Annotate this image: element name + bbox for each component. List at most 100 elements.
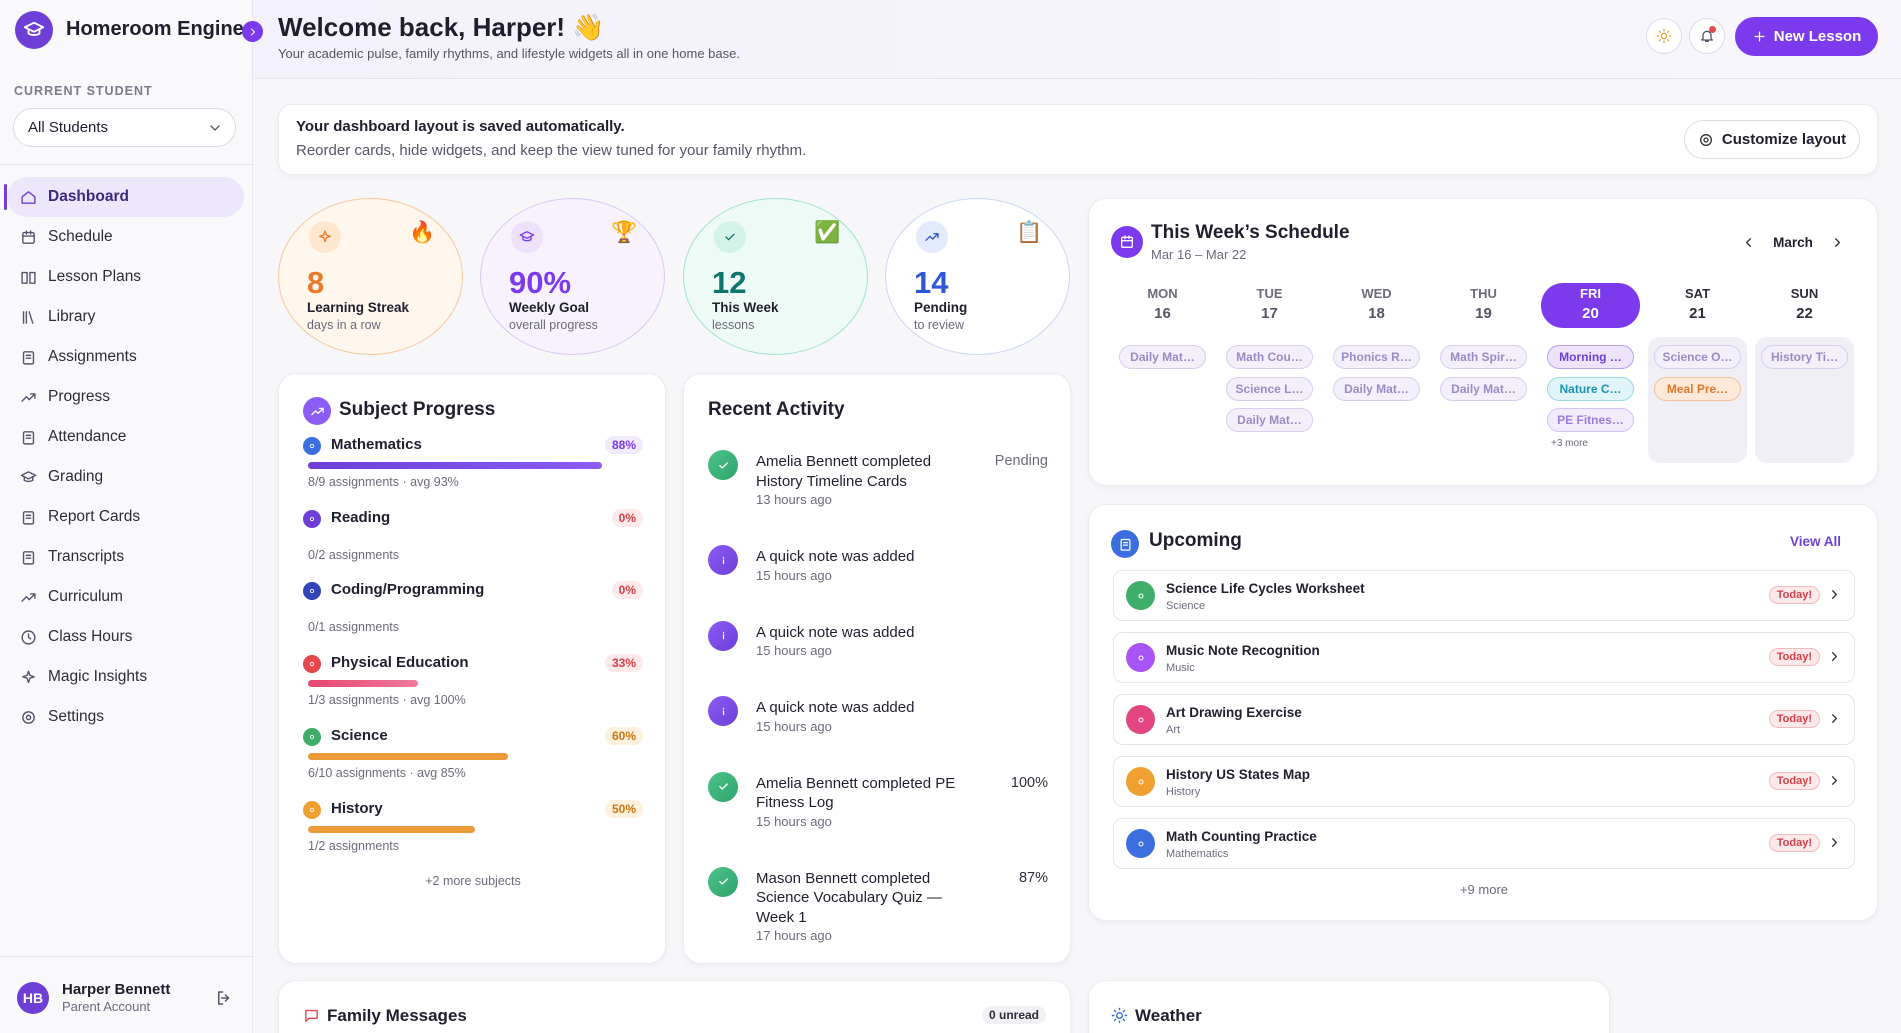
collapse-button[interactable] [242, 21, 263, 42]
icon-rect [22, 510, 35, 525]
logout-button[interactable] [215, 989, 233, 1012]
nav-item[interactable]: Report Cards [7, 497, 244, 537]
event-chip[interactable]: Math Spir… [1440, 345, 1527, 369]
icon-path [23, 21, 45, 33]
event-list: Math Spir… Daily Mat… [1440, 345, 1527, 401]
item-icon [1126, 767, 1155, 796]
upcoming-item[interactable]: History US States Map History Today! [1113, 756, 1855, 807]
upcoming-item[interactable]: Music Note Recognition Music Today! [1113, 632, 1855, 683]
stat-card: ✅ 12 This Week lessons [683, 198, 868, 355]
event-chip[interactable]: Meal Pre… [1654, 376, 1741, 401]
subject-detail: 1/3 assignments · avg 100% [308, 693, 466, 708]
icon-svg [309, 443, 315, 449]
theme-button[interactable] [1646, 18, 1682, 54]
icon-svg [22, 669, 35, 683]
customize-label: Customize layout [1721, 131, 1847, 148]
icon-circle [309, 589, 315, 594]
nav-item[interactable]: Settings [7, 697, 244, 737]
nav-item[interactable]: Grading [7, 457, 244, 497]
subject-row: Coding/Programming 0% 0/1 assignments [279, 579, 667, 639]
subject-name: Science [331, 726, 388, 744]
nav-item[interactable]: Attendance [7, 417, 244, 457]
student-select[interactable]: All Students [13, 108, 236, 147]
upcoming-item[interactable]: Math Counting Practice Mathematics Today! [1113, 818, 1855, 869]
icon-svg [1138, 655, 1143, 660]
icon-path [22, 229, 35, 237]
subject-name: Coding/Programming [331, 581, 485, 599]
subject-icon [303, 800, 321, 819]
day-column: THU 19 Math Spir… Daily Mat… [1434, 283, 1533, 465]
divider [0, 164, 252, 165]
event-chip[interactable]: Morning … [1547, 345, 1634, 369]
subject-icon [303, 437, 321, 455]
event-chip[interactable]: Daily Mat… [1440, 376, 1527, 401]
upcoming-item[interactable]: Science Life Cycles Worksheet Science Toda… [1113, 570, 1855, 621]
subject-name: History [331, 799, 383, 817]
prev-week[interactable] [1741, 235, 1756, 255]
activity-item: A quick note was added 15 hours ago [684, 696, 1072, 735]
icon-svg [1832, 652, 1837, 661]
page-title: Welcome back, Harper! 👋 [278, 12, 605, 42]
schedule-card: This Week’s Schedule Mar 16 – Mar 22 March… [1088, 198, 1878, 486]
nav-label: Class Hours [48, 628, 133, 645]
event-chip[interactable]: Math Cou… [1226, 345, 1313, 369]
today-badge: Today! [1768, 710, 1820, 728]
event-chip[interactable]: Nature C… [1547, 376, 1634, 401]
notice-title: Your dashboard layout is saved automatic… [296, 118, 625, 135]
notifications-button[interactable] [1689, 18, 1725, 54]
icon-svg [925, 233, 939, 241]
nav-item[interactable]: Transcripts [7, 537, 244, 577]
today-badge: Today! [1768, 772, 1820, 790]
date-range: Mar 16 – Mar 22 [1151, 247, 1247, 262]
brand: Homeroom Engine [66, 18, 244, 40]
icon-path [1656, 28, 1672, 44]
event-chip[interactable]: Daily Mat… [1333, 376, 1420, 401]
day-name: SAT [1684, 286, 1711, 301]
customize-button[interactable]: Customize layout [1684, 120, 1860, 159]
nav-item[interactable]: Lesson Plans [7, 257, 244, 297]
subject-icon [303, 727, 321, 746]
event-chip[interactable]: Phonics R… [1333, 345, 1420, 369]
logo [15, 11, 53, 49]
activity-icon [708, 696, 738, 726]
item-chevron [1827, 711, 1842, 731]
event-list: Math Cou… Science L… Daily Mat… [1226, 345, 1313, 432]
icon-path [210, 125, 220, 131]
notice-text: Reorder cards, hide widgets, and keep th… [296, 142, 807, 159]
nav-item[interactable]: Library [7, 297, 244, 337]
icon-path [718, 878, 728, 885]
activity-text: Amelia Bennett completed History Timelin… [756, 453, 932, 490]
nav-item[interactable]: Dashboard [7, 177, 244, 217]
icon-svg [309, 734, 315, 739]
stat-value: 14 [914, 265, 949, 300]
icon-circle [21, 629, 36, 645]
nav-item[interactable]: Assignments [7, 337, 244, 377]
nav-item[interactable]: Magic Insights [7, 657, 244, 697]
new-lesson-button[interactable]: New Lesson [1735, 17, 1878, 56]
event-chip[interactable]: Daily Mat… [1119, 345, 1206, 369]
event-chip[interactable]: PE Fitnes… [1547, 408, 1634, 432]
view-all[interactable]: View All [1789, 534, 1841, 549]
divider [0, 956, 252, 957]
nav-label: Progress [48, 388, 111, 405]
icon-path [23, 475, 34, 482]
nav-label: Settings [48, 708, 105, 725]
event-chip[interactable]: Science L… [1226, 376, 1313, 401]
nav-label: Transcripts [48, 548, 125, 565]
nav-item[interactable]: Curriculum [7, 577, 244, 617]
icon-svg [1754, 31, 1765, 42]
day-column: MON 16 Daily Mat… [1113, 283, 1212, 465]
event-chip[interactable]: Daily Mat… [1226, 408, 1313, 432]
day-name: THU [1470, 286, 1497, 301]
nav-item[interactable]: Schedule [7, 217, 244, 257]
icon-path [25, 354, 32, 359]
stat-emoji: 📋 [1016, 221, 1043, 244]
nav-item[interactable]: Progress [7, 377, 244, 417]
next-week[interactable] [1830, 235, 1845, 255]
card-title: Weather [1135, 1006, 1202, 1025]
icon-svg [1121, 235, 1133, 248]
event-chip[interactable]: Science O… [1654, 345, 1741, 369]
event-chip[interactable]: History Ti… [1761, 345, 1848, 369]
upcoming-item[interactable]: Art Drawing Exercise Art Today! [1113, 694, 1855, 745]
nav-item[interactable]: Class Hours [7, 617, 244, 657]
